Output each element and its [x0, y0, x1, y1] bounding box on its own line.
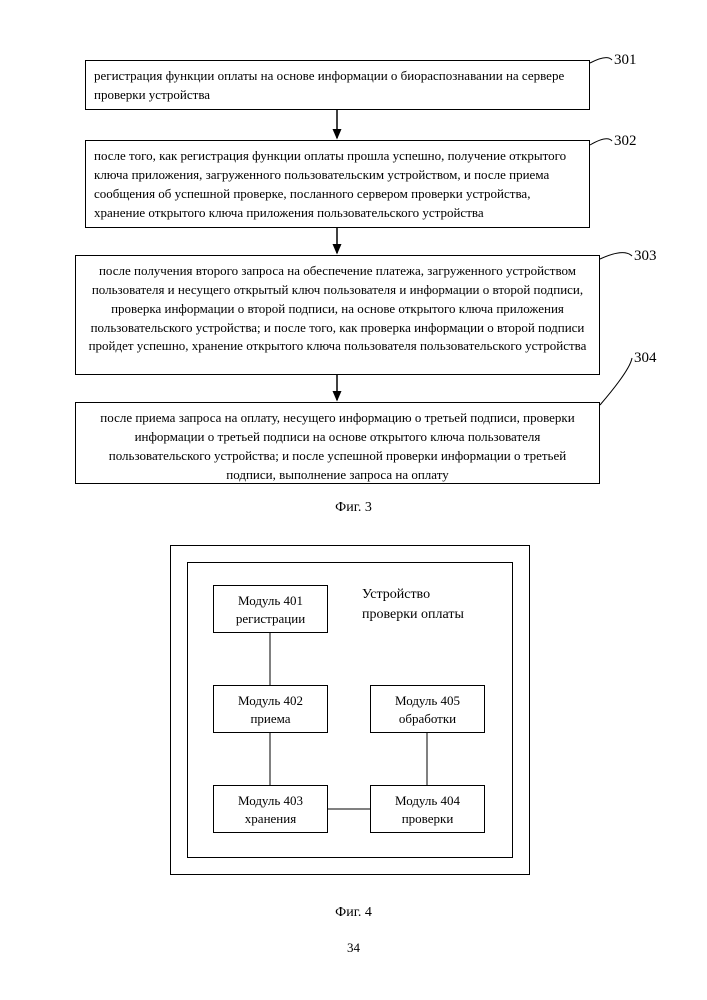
- fig4-device-title: Устройство проверки оплаты: [362, 585, 502, 624]
- fig4-module-402: Модуль 402 приема: [213, 685, 328, 733]
- fig3-step-301: регистрация функции оплаты на основе инф…: [85, 60, 590, 110]
- fig4-m405-l2: обработки: [399, 711, 456, 726]
- fig4-m401-l2: регистрации: [236, 611, 305, 626]
- fig3-step-304-text: после приема запроса на оплату, несущего…: [100, 410, 574, 482]
- fig4-caption: Фиг. 4: [0, 905, 707, 921]
- fig3-caption: Фиг. 3: [0, 500, 707, 516]
- fig3-step-302: после того, как регистрация функции опла…: [85, 140, 590, 228]
- fig3-step-303-text: после получения второго запроса на обесп…: [89, 263, 587, 353]
- page: регистрация функции оплаты на основе инф…: [0, 0, 707, 1000]
- fig4-module-403: Модуль 403 хранения: [213, 785, 328, 833]
- fig3-step-302-text: после того, как регистрация функции опла…: [94, 148, 566, 220]
- fig4-device-title-l2: проверки оплаты: [362, 607, 464, 622]
- fig4-m402-l2: приема: [250, 711, 290, 726]
- fig3-label-301: 301: [614, 52, 637, 69]
- fig4-device-title-l1: Устройство: [362, 587, 430, 602]
- fig3-step-304: после приема запроса на оплату, несущего…: [75, 402, 600, 484]
- fig4-m403-l2: хранения: [245, 811, 296, 826]
- fig4-m404-l2: проверки: [402, 811, 454, 826]
- fig3-label-303: 303: [634, 248, 657, 265]
- fig4-m404-l1: Модуль 404: [395, 793, 460, 808]
- fig4-m405-l1: Модуль 405: [395, 693, 460, 708]
- fig4-m403-l1: Модуль 403: [238, 793, 303, 808]
- fig3-step-301-text: регистрация функции оплаты на основе инф…: [94, 68, 564, 102]
- fig3-step-303: после получения второго запроса на обесп…: [75, 255, 600, 375]
- fig4-m401-l1: Модуль 401: [238, 593, 303, 608]
- fig3-label-302: 302: [614, 133, 637, 150]
- fig3-label-304: 304: [634, 350, 657, 367]
- page-number: 34: [0, 940, 707, 956]
- fig4-module-405: Модуль 405 обработки: [370, 685, 485, 733]
- fig4-m402-l1: Модуль 402: [238, 693, 303, 708]
- fig4-module-404: Модуль 404 проверки: [370, 785, 485, 833]
- fig4-module-401: Модуль 401 регистрации: [213, 585, 328, 633]
